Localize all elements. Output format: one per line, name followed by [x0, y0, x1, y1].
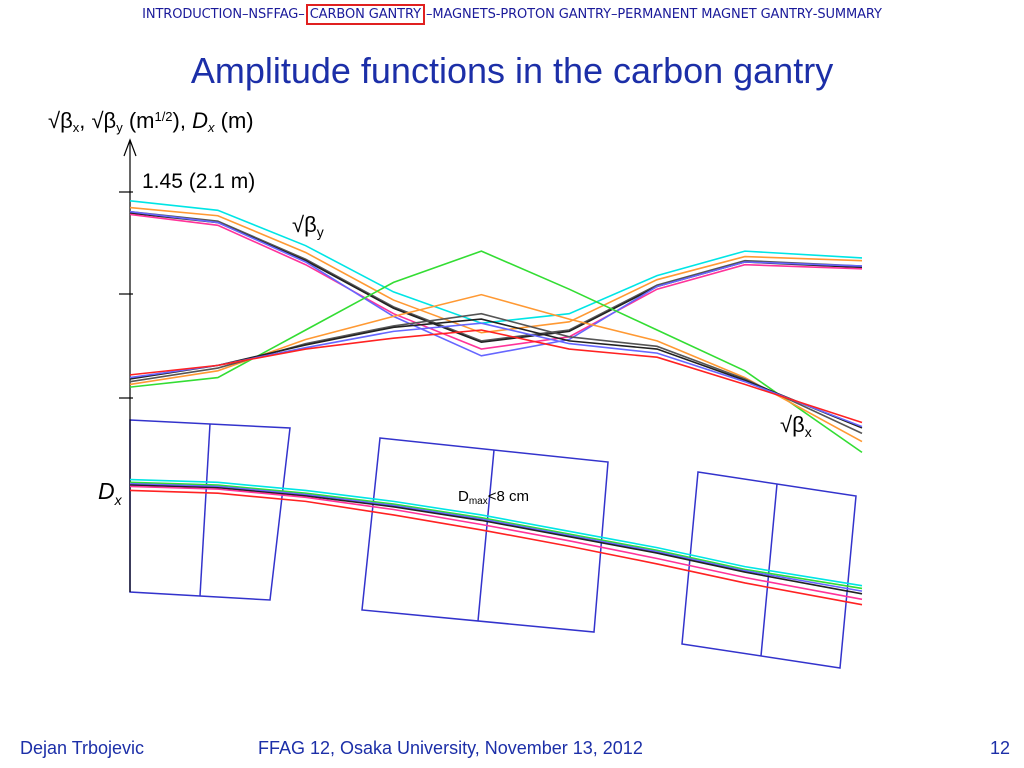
- series-beta-ascending-2: [129, 293, 863, 443]
- magnet-divider-1: [199, 423, 211, 597]
- beta-y-label: √βy: [292, 212, 324, 240]
- nav-item-carbon-gantry[interactable]: CARBON GANTRY: [305, 4, 425, 25]
- y-axis-arrow: [123, 138, 137, 157]
- nav-separator: –: [425, 7, 433, 22]
- dmax-annotation: Dmax<8 cm: [458, 488, 530, 507]
- section-navigation: INTRODUCTION – NSFFAG – CARBON GANTRY – …: [0, 4, 1024, 25]
- nav-separator: -: [495, 7, 501, 22]
- beta-x-label: √βx: [780, 412, 812, 440]
- top-value-annotation: 1.45 (2.1 m): [142, 170, 256, 193]
- series-beta-ascending-4: [129, 318, 863, 429]
- series-beta-descending-3: [129, 210, 863, 342]
- series-beta-descending-6: [129, 210, 863, 357]
- series-beta-ascending-1: [129, 250, 863, 454]
- series-dispersion-3: [129, 482, 863, 592]
- footer-event: FFAG 12, Osaka University, November 13, …: [258, 738, 643, 758]
- slide-title: Amplitude functions in the carbon gantry: [190, 50, 834, 91]
- nav-separator: -: [812, 7, 818, 22]
- magnet-outline-1: [129, 419, 291, 601]
- nav-separator: –: [242, 7, 249, 22]
- page-number: 12: [990, 738, 1011, 758]
- nav-item-magnets[interactable]: MAGNETS: [432, 7, 496, 22]
- series-dispersion-6: [129, 489, 863, 606]
- series-dispersion-2: [129, 481, 863, 590]
- series-dispersion-5: [129, 485, 863, 601]
- nav-item-summary[interactable]: SUMMARY: [817, 7, 882, 22]
- series-beta-descending-5: [129, 213, 863, 350]
- series-beta-ascending-6: [129, 329, 863, 424]
- nav-item-nsffag[interactable]: NSFFAG: [248, 7, 299, 22]
- magnet-outline-2: [361, 437, 609, 633]
- dispersion-label: Dx: [98, 478, 122, 508]
- nav-separator: –: [298, 7, 305, 22]
- y-axis-label: √βx, √βy (m1/2), Dx (m): [48, 108, 254, 135]
- nav-separator: –: [610, 7, 618, 22]
- nav-item-proton-gantry[interactable]: PROTON GANTRY: [500, 7, 611, 22]
- nav-item-introduction[interactable]: INTRODUCTION: [142, 7, 242, 22]
- series-beta-descending-2: [129, 206, 863, 334]
- magnet-outline-3: [681, 471, 857, 669]
- footer-author: Dejan Trbojevic: [20, 738, 145, 758]
- series-dispersion-4: [129, 484, 863, 595]
- nav-item-permanent-magnet-gantry[interactable]: PERMANENT MAGNET GANTRY: [617, 7, 813, 22]
- series-dispersion-1: [129, 478, 863, 587]
- magnet-divider-2: [477, 449, 495, 622]
